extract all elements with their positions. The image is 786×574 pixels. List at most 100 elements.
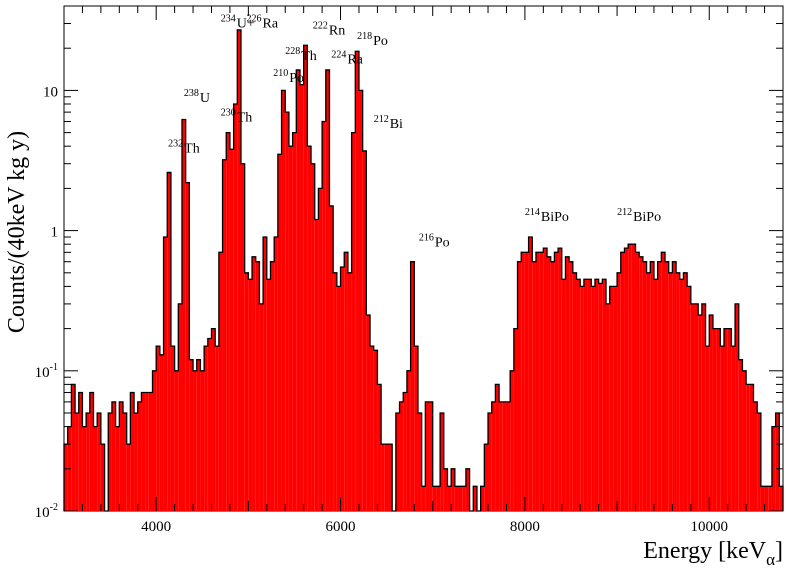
histogram-bar bbox=[355, 51, 359, 511]
x-tick-label: 4000 bbox=[141, 519, 171, 535]
histogram-bar bbox=[712, 328, 717, 511]
histogram-bar bbox=[550, 261, 555, 511]
histogram-bar bbox=[145, 392, 149, 511]
histogram-bar bbox=[735, 303, 739, 511]
histogram-bar bbox=[259, 303, 264, 511]
histogram-bar bbox=[296, 69, 300, 512]
histogram-bar bbox=[720, 346, 725, 511]
y-tick-label: 1 bbox=[51, 225, 59, 241]
histogram-bar bbox=[473, 486, 477, 511]
histogram-bar bbox=[381, 444, 385, 511]
histogram-bar bbox=[432, 486, 437, 511]
histogram-bar bbox=[558, 248, 562, 511]
histogram-bars bbox=[63, 29, 784, 512]
histogram-bar bbox=[370, 346, 374, 511]
histogram-bar bbox=[89, 392, 94, 511]
histogram-bar bbox=[620, 252, 625, 511]
histogram-bar bbox=[314, 219, 319, 511]
histogram-bar bbox=[554, 252, 559, 511]
histogram-bar bbox=[384, 444, 389, 511]
histogram-bar bbox=[701, 303, 706, 511]
histogram-bar bbox=[576, 279, 581, 511]
histogram-bar bbox=[270, 261, 275, 511]
histogram-bar bbox=[373, 350, 378, 511]
histogram-bar bbox=[672, 261, 677, 511]
histogram-bar bbox=[240, 163, 245, 511]
histogram-bar bbox=[499, 401, 503, 511]
histogram-bar bbox=[78, 392, 83, 511]
histogram-bar bbox=[539, 252, 544, 511]
histogram-bar bbox=[679, 279, 684, 511]
y-tick-label: 10 bbox=[43, 84, 58, 100]
histogram-bar bbox=[447, 486, 452, 511]
histogram-bar bbox=[583, 279, 588, 511]
histogram-bar bbox=[661, 252, 666, 511]
histogram-bar bbox=[229, 149, 234, 511]
histogram-bar bbox=[403, 392, 407, 511]
peak-label: 224Ra bbox=[331, 50, 363, 68]
histogram-bar bbox=[71, 384, 76, 511]
histogram-bar bbox=[738, 359, 743, 511]
histogram-bar bbox=[484, 444, 489, 511]
histogram-bar bbox=[642, 261, 647, 511]
histogram-bar bbox=[665, 261, 669, 511]
x-axis: 4000 6000 8000 10000 bbox=[63, 6, 784, 535]
histogram-bar bbox=[285, 112, 289, 512]
histogram-bar bbox=[263, 237, 267, 512]
histogram-bar bbox=[226, 132, 230, 511]
histogram-bar bbox=[329, 205, 334, 511]
histogram-bar bbox=[524, 252, 529, 511]
histogram-bar bbox=[159, 354, 164, 511]
peak-annotations: 232Th 238U 230Th 234U+226Ra 228Th 210Po 222Rn 2… bbox=[168, 14, 661, 251]
histogram-bar bbox=[130, 392, 135, 511]
y-axis: 10-2 10-1 1 10 bbox=[35, 5, 783, 521]
histogram-bar bbox=[690, 303, 695, 511]
histogram-bar bbox=[399, 401, 404, 511]
histogram-bar bbox=[322, 121, 326, 512]
histogram-bar bbox=[100, 444, 105, 511]
histogram-bar bbox=[248, 279, 253, 511]
histogram-bar bbox=[510, 370, 514, 511]
histogram-bar bbox=[631, 244, 636, 511]
histogram-bar bbox=[698, 315, 702, 511]
histogram-bar bbox=[200, 370, 205, 511]
peak-label: 234U+ bbox=[221, 14, 255, 32]
histogram-bar bbox=[565, 256, 570, 511]
histogram-bar bbox=[366, 315, 371, 511]
histogram-bar bbox=[64, 444, 68, 511]
histogram-bar bbox=[687, 286, 691, 511]
histogram-bar bbox=[152, 370, 157, 511]
histogram-bar bbox=[587, 279, 592, 511]
peak-label: 214BiPo bbox=[525, 207, 569, 225]
histogram-bar bbox=[580, 286, 584, 511]
histogram-bar bbox=[657, 261, 662, 511]
histogram-bar bbox=[716, 328, 721, 511]
histogram-bar bbox=[237, 29, 241, 512]
peak-label: 212BiPo bbox=[617, 207, 661, 225]
histogram-bar bbox=[429, 401, 433, 511]
histogram-bar bbox=[281, 90, 286, 511]
histogram-bar bbox=[148, 392, 153, 511]
histogram-bar bbox=[134, 413, 138, 511]
peak-label: 218Po bbox=[357, 31, 388, 49]
histogram-bar bbox=[358, 90, 363, 511]
histogram-bar bbox=[336, 286, 341, 511]
y-tick-label: 10-2 bbox=[35, 502, 58, 521]
histogram-bar bbox=[561, 279, 566, 511]
histogram-bar bbox=[465, 468, 470, 511]
peak-label: 212Bi bbox=[374, 114, 403, 132]
peak-label: 228Th bbox=[285, 46, 317, 64]
histogram-bar bbox=[417, 413, 422, 511]
histogram-bar bbox=[137, 401, 142, 511]
histogram-bar bbox=[443, 468, 448, 511]
histogram-bar bbox=[683, 272, 688, 511]
histogram-bar bbox=[646, 272, 651, 511]
histogram-bar bbox=[676, 272, 680, 511]
x-tick-label: 8000 bbox=[510, 519, 540, 535]
histogram-bar bbox=[303, 45, 308, 512]
histogram-bar bbox=[111, 401, 116, 511]
histogram-bar bbox=[340, 267, 345, 511]
histogram-bar bbox=[222, 159, 227, 511]
histogram-bar bbox=[252, 256, 256, 511]
